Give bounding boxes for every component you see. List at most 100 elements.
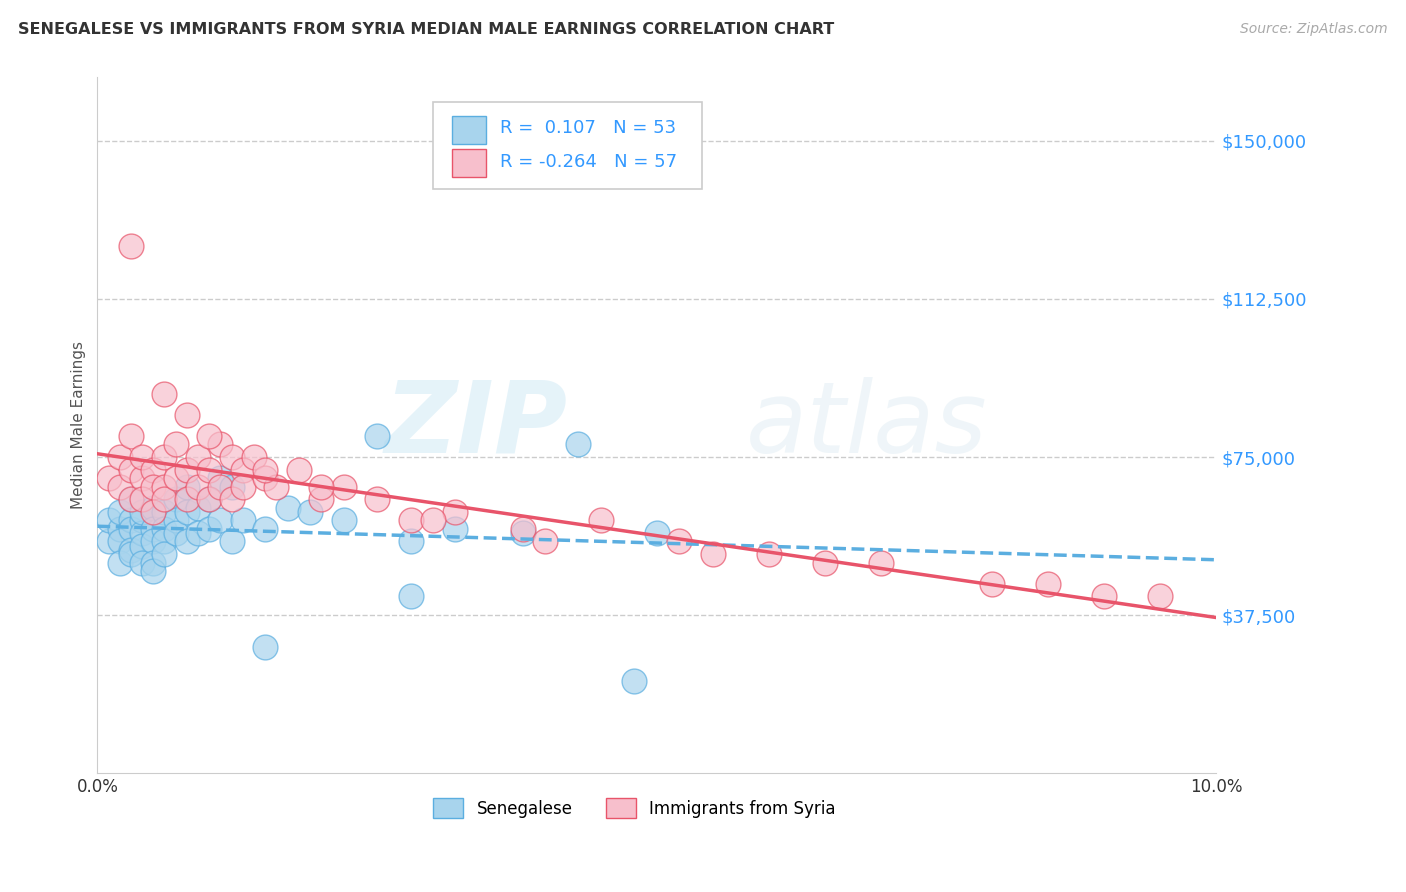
Point (120, 513, 142, 527)
Point (266, 480, 288, 494)
Point (97, 534, 120, 549)
Point (120, 463, 142, 477)
Point (120, 492, 142, 507)
Point (589, 513, 612, 527)
Point (232, 463, 254, 477)
Point (623, 673, 645, 688)
Text: Source: ZipAtlas.com: Source: ZipAtlas.com (1240, 22, 1388, 37)
Point (131, 556, 153, 570)
Point (142, 534, 165, 549)
Point (120, 522, 142, 536)
Point (187, 526, 209, 541)
Point (142, 480, 165, 494)
Point (108, 450, 131, 464)
Point (814, 556, 837, 570)
Point (97, 513, 120, 527)
Point (120, 429, 142, 443)
Point (221, 534, 243, 549)
Bar (453, 116, 485, 144)
Point (142, 556, 165, 570)
Legend: Senegalese, Immigrants from Syria: Senegalese, Immigrants from Syria (426, 792, 842, 824)
Point (198, 492, 221, 507)
Point (153, 534, 176, 549)
Point (142, 463, 165, 477)
Point (120, 542, 142, 557)
Point (187, 450, 209, 464)
Point (512, 522, 534, 536)
Point (153, 522, 176, 536)
Point (668, 534, 690, 549)
Point (165, 437, 187, 451)
Point (332, 513, 354, 527)
Point (131, 526, 153, 541)
Point (209, 437, 232, 451)
Point (153, 386, 176, 401)
Point (97, 471, 120, 485)
Point (869, 556, 891, 570)
Point (254, 471, 277, 485)
Point (287, 463, 309, 477)
Text: SENEGALESE VS IMMIGRANTS FROM SYRIA MEDIAN MALE EARNINGS CORRELATION CHART: SENEGALESE VS IMMIGRANTS FROM SYRIA MEDI… (18, 22, 835, 37)
Point (131, 471, 153, 485)
Point (120, 547, 142, 561)
Point (165, 492, 187, 507)
Point (108, 556, 131, 570)
Point (277, 500, 299, 515)
Point (108, 505, 131, 519)
Point (399, 534, 422, 549)
Point (422, 513, 444, 527)
Point (153, 547, 176, 561)
Point (254, 522, 277, 536)
Point (399, 589, 422, 603)
Point (176, 463, 198, 477)
Point (198, 522, 221, 536)
Point (567, 437, 589, 451)
Point (153, 492, 176, 507)
Point (131, 505, 153, 519)
Point (131, 539, 153, 553)
Point (187, 500, 209, 515)
Point (444, 522, 467, 536)
Point (108, 480, 131, 494)
Point (142, 505, 165, 519)
Point (366, 429, 388, 443)
Text: R = -0.264   N = 57: R = -0.264 N = 57 (501, 153, 678, 170)
Point (1038, 576, 1060, 591)
Point (399, 513, 422, 527)
Point (120, 239, 142, 253)
Point (198, 492, 221, 507)
Point (165, 513, 187, 527)
Text: atlas: atlas (747, 377, 988, 474)
Point (254, 463, 277, 477)
Point (221, 480, 243, 494)
Point (153, 480, 176, 494)
Point (176, 480, 198, 494)
Point (153, 450, 176, 464)
Point (142, 564, 165, 578)
Point (187, 480, 209, 494)
Point (702, 547, 724, 561)
Point (254, 640, 277, 654)
Point (366, 492, 388, 507)
Text: R =  0.107   N = 53: R = 0.107 N = 53 (501, 120, 676, 137)
Point (131, 492, 153, 507)
Point (981, 576, 1004, 591)
Point (232, 480, 254, 494)
Point (108, 522, 131, 536)
Point (221, 450, 243, 464)
Point (165, 471, 187, 485)
Point (1149, 589, 1171, 603)
Point (758, 547, 780, 561)
Point (645, 526, 668, 541)
Bar (453, 149, 485, 177)
Point (153, 505, 176, 519)
Y-axis label: Median Male Earnings: Median Male Earnings (72, 342, 86, 509)
Point (176, 492, 198, 507)
Point (131, 513, 153, 527)
Point (209, 480, 232, 494)
Point (142, 522, 165, 536)
Point (198, 429, 221, 443)
Point (131, 450, 153, 464)
Point (298, 505, 321, 519)
Point (165, 526, 187, 541)
